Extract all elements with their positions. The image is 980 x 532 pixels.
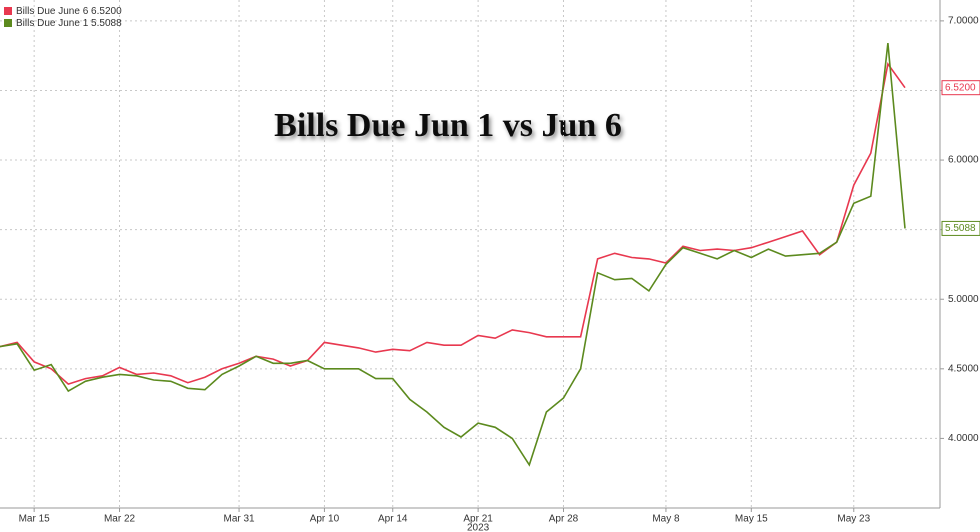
x-tick-label: Apr 10 (310, 514, 340, 525)
x-tick-label: May 23 (837, 514, 870, 525)
x-tick-label: Apr 28 (549, 514, 579, 525)
last-value-label: 5.5088 (945, 223, 976, 234)
legend-swatch (4, 7, 12, 15)
series-line (0, 43, 906, 467)
y-tick-label: 6.0000 (948, 155, 979, 166)
y-tick-label: 4.5000 (948, 363, 979, 374)
legend-label: Bills Due June 1 5.5088 (16, 18, 122, 29)
series-line (0, 62, 906, 386)
legend-swatch (4, 19, 12, 27)
last-value-tag (941, 80, 980, 96)
chart-title: Bills Due Jun 1 vs Jun 6 (274, 107, 622, 144)
last-value-tag (941, 220, 980, 236)
x-tick-label: Mar 22 (104, 514, 136, 525)
x-tick-label: Apr 21 (463, 514, 493, 525)
legend-label: Bills Due June 6 6.5200 (16, 6, 122, 17)
legend-name: Bills Due June 6 (16, 6, 89, 17)
legend-last-value: 6.5200 (91, 6, 122, 17)
y-tick-label: 4.0000 (948, 433, 979, 444)
x-tick-label: May 8 (652, 514, 680, 525)
x-tick-label: Mar 15 (19, 514, 51, 525)
legend-name: Bills Due June 1 (16, 18, 89, 29)
x-tick-label: Mar 31 (223, 514, 255, 525)
y-tick-label: 5.0000 (948, 294, 979, 305)
last-value-label: 6.5200 (945, 82, 976, 93)
year-label: 2023 (467, 523, 490, 532)
legend-last-value: 5.5088 (91, 18, 122, 29)
y-tick-label: 7.0000 (948, 16, 979, 27)
x-tick-label: May 15 (735, 514, 768, 525)
x-tick-label: Apr 14 (378, 514, 408, 525)
